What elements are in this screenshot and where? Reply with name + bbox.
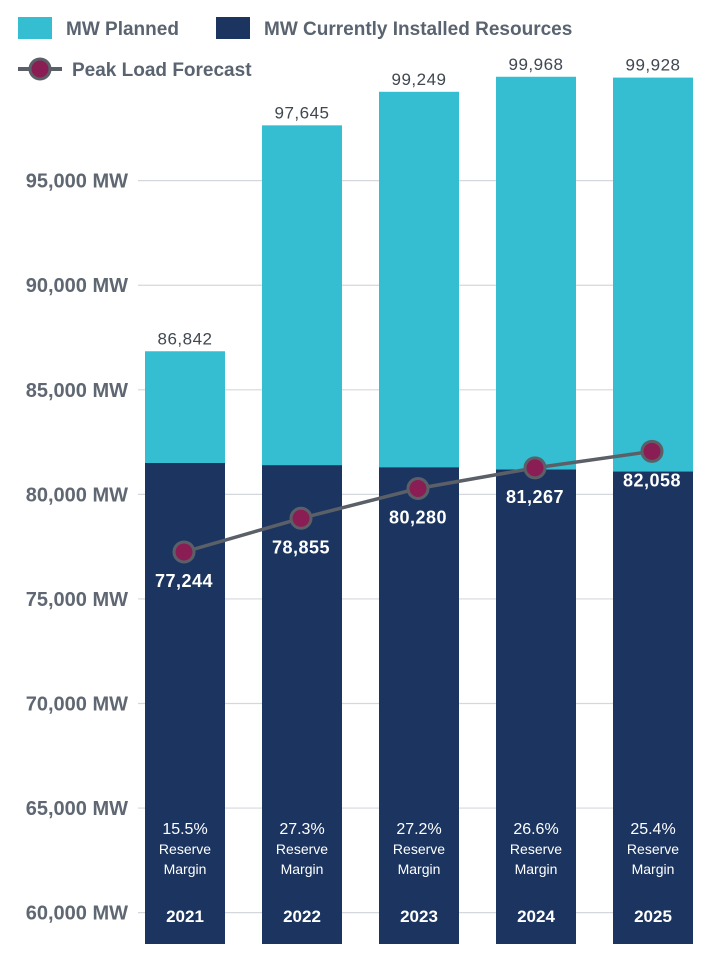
y-tick-label: 90,000 MW (26, 275, 128, 297)
bar-planned (262, 125, 342, 466)
reserve-margin-label: Reserve (627, 841, 679, 857)
reserve-margins: 15.5% Reserve Margin 27.3% Reserve Margin 27.2… (159, 821, 679, 877)
y-axis-ticks: 60,000 MW 65,000 MW 70,000 MW 75,000 MW 80,0… (26, 171, 128, 925)
legend-label-peak: Peak Load Forecast (72, 60, 252, 81)
x-tick-label: 2025 (634, 907, 672, 926)
x-tick-label: 2022 (283, 907, 321, 926)
reserve-margin-label: Margin (281, 861, 324, 877)
reserve-margin-value: 26.6% (513, 821, 558, 838)
x-tick-label: 2024 (517, 907, 555, 926)
bar-planned (145, 351, 225, 463)
x-tick-label: 2021 (166, 907, 204, 926)
reserve-margin-value: 27.3% (279, 821, 324, 838)
reserve-margin-label: Margin (515, 861, 558, 877)
reserve-margin-label: Reserve (276, 841, 328, 857)
legend-label-planned: MW Planned (66, 19, 179, 40)
bar-installed (613, 471, 693, 944)
total-labels: 86,842 97,645 99,249 99,968 99,928 (158, 55, 681, 349)
legend-label-installed: MW Currently Installed Resources (264, 19, 572, 40)
bar-planned (379, 91, 459, 468)
y-tick-label: 95,000 MW (26, 171, 128, 193)
peak-load-marker (406, 477, 430, 501)
peak-load-marker (289, 506, 313, 530)
bar-installed (262, 465, 342, 944)
x-tick-label: 2023 (400, 907, 438, 926)
legend-marker-peak (28, 57, 52, 81)
bar-installed (379, 467, 459, 944)
peak-load-marker (523, 456, 547, 480)
y-tick-label: 85,000 MW (26, 380, 128, 402)
y-tick-label: 60,000 MW (26, 903, 128, 925)
reserve-margin-label: Reserve (393, 841, 445, 857)
reserve-margin-label: Margin (164, 861, 207, 877)
reserve-margin-label: Reserve (159, 841, 211, 857)
reserve-margin-value: 27.2% (396, 821, 441, 838)
peak-load-label: 80,280 (389, 508, 447, 528)
x-axis-labels: 2021 2022 2023 2024 2025 (166, 907, 672, 926)
y-tick-label: 70,000 MW (26, 693, 128, 715)
reserve-margin-label: Margin (398, 861, 441, 877)
peak-load-marker (172, 540, 196, 564)
legend: MW Planned MW Currently Installed Resour… (18, 17, 572, 81)
bar-installed (496, 469, 576, 944)
reserve-margin-label: Margin (632, 861, 675, 877)
reserve-margin-value: 15.5% (162, 821, 207, 838)
peak-load-line: 77,244 78,855 80,280 81,267 82,058 (155, 439, 681, 591)
y-tick-label: 75,000 MW (26, 589, 128, 611)
peak-load-label: 78,855 (272, 537, 330, 557)
reserve-margin-label: Reserve (510, 841, 562, 857)
bar-planned (613, 77, 693, 472)
peak-load-marker (640, 439, 664, 463)
bar-total-label: 99,928 (626, 56, 681, 75)
reserve-margin-value: 25.4% (630, 821, 675, 838)
bar-total-label: 99,968 (509, 55, 564, 74)
peak-load-label: 81,267 (506, 487, 564, 507)
bar-total-label: 99,249 (392, 70, 447, 89)
legend-swatch-installed (216, 17, 250, 39)
bar-total-label: 86,842 (158, 329, 213, 348)
legend-swatch-planned (18, 17, 52, 39)
y-tick-label: 80,000 MW (26, 484, 128, 506)
peak-load-label: 82,058 (623, 470, 681, 490)
bar-planned (496, 76, 576, 470)
y-tick-label: 65,000 MW (26, 798, 128, 820)
peak-load-label: 77,244 (155, 571, 213, 591)
bar-total-label: 97,645 (275, 103, 330, 122)
